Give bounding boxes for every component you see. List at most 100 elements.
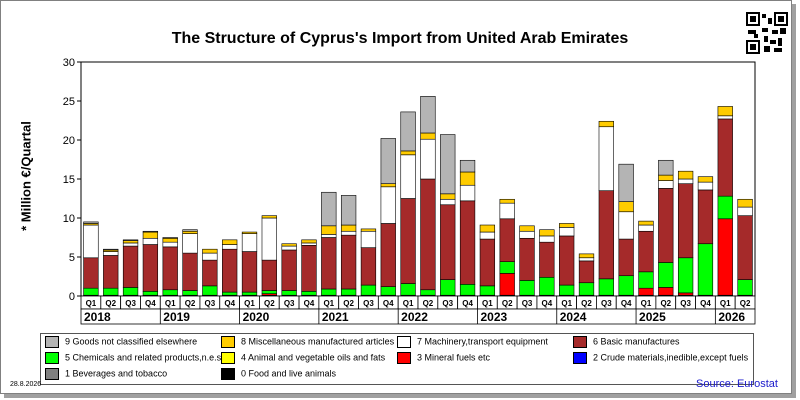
bar-segment-8-q23 (539, 229, 555, 237)
bar-segment-7-q25 (578, 257, 595, 262)
plot-area (80, 61, 756, 297)
bar-segment-5-q19 (459, 283, 476, 296)
legend: 9 Goods not classified elsewhere 8 Miscel… (40, 333, 754, 385)
bar-segment-7-q5 (182, 233, 198, 254)
bar-segment-8-q24 (559, 223, 575, 228)
bar-segment-7-q0 (83, 224, 99, 259)
legend-label: 9 Goods not classified elsewhere (65, 336, 198, 347)
bar-segment-8-q2 (122, 240, 139, 244)
bar-segment-9-q18 (440, 134, 456, 195)
legend-swatch (221, 352, 235, 364)
quarter-label: Q4 (224, 299, 235, 308)
bar-segment-7-q12 (321, 234, 337, 238)
bar-segment-6-q29 (658, 188, 674, 263)
year-label: 2026 (718, 310, 745, 324)
legend-item: 2 Crude materials,inedible,except fuels (573, 352, 748, 364)
bar-segment-5-q12 (321, 288, 337, 296)
legend-label: 5 Chemicals and related products,n.e.s. (65, 352, 224, 363)
legend-swatch (573, 336, 587, 348)
bar-segment-7-q24 (559, 227, 575, 237)
bar-segment-6-q21 (499, 218, 515, 262)
bar-segment-5-q8 (241, 291, 258, 296)
quarter-label: Q1 (720, 299, 731, 308)
bar-segment-5-q23 (539, 276, 555, 296)
bar-segment-8-q25 (578, 253, 595, 259)
quarter-label: Q2 (502, 299, 513, 308)
bar-segment-9-q3 (142, 230, 159, 233)
bar-segment-7-q29 (658, 180, 674, 189)
bar-segment-8-q31 (697, 176, 714, 183)
bar-segment-7-q14 (360, 230, 377, 248)
legend-item: 7 Machinery,transport equipment (397, 336, 548, 348)
legend-item: 9 Goods not classified elsewhere (45, 336, 197, 348)
y-tick-label: 5 (69, 252, 75, 264)
year-label: 2025 (639, 310, 666, 324)
bar-segment-6-q27 (618, 238, 634, 277)
quarter-label: Q3 (284, 299, 295, 308)
bar-segment-7-q3 (142, 237, 159, 245)
bar-segment-5-q33 (737, 279, 753, 296)
quarter-label: Q2 (423, 299, 434, 308)
y-tick-label: 15 (63, 174, 75, 186)
y-tick-label: 20 (63, 135, 75, 147)
bar-segment-8-q9 (261, 215, 277, 219)
qr-code-icon[interactable] (746, 12, 788, 54)
bar-segment-5-q7 (222, 291, 238, 296)
bar-segment-8-q28 (638, 220, 654, 226)
bar-segment-3-q21 (499, 273, 515, 296)
bar-segment-5-q1 (103, 287, 119, 296)
bar-segment-6-q10 (281, 249, 297, 291)
bar-segment-6-q32 (717, 118, 733, 197)
legend-swatch (573, 352, 587, 364)
bar-segment-5-q27 (618, 275, 634, 296)
bar-segment-7-q1 (103, 251, 119, 256)
bar-segment-7-q32 (717, 115, 733, 120)
bar-segment-8-q33 (737, 198, 753, 208)
bar-segment-7-q18 (440, 198, 456, 206)
y-tick-label: 25 (63, 96, 75, 108)
bar-segment-5-q18 (440, 279, 456, 296)
bar-segment-5-q21 (499, 261, 515, 274)
year-label: 2024 (560, 310, 587, 324)
legend-label: 2 Crude materials,inedible,except fuels (593, 352, 749, 363)
bar-segment-5-q14 (360, 284, 377, 296)
quarter-label: Q3 (442, 299, 453, 308)
legend-item: 8 Miscellaneous manufactured articles (221, 336, 394, 348)
bar-segment-6-q13 (340, 234, 357, 290)
bar-segment-6-q28 (638, 230, 654, 273)
quarter-label: Q2 (343, 299, 354, 308)
year-label: 2019 (163, 310, 190, 324)
bar-segment-8-q26 (598, 120, 614, 128)
quarter-label: Q1 (641, 299, 652, 308)
quarter-label: Q4 (145, 299, 156, 308)
bar-segment-3-q32 (717, 218, 733, 296)
bar-segment-6-q8 (241, 251, 258, 293)
bar-segment-5-q20 (479, 285, 496, 296)
legend-label: 7 Machinery,transport equipment (417, 336, 548, 347)
bar-segment-9-q2 (122, 239, 139, 241)
quarter-label: Q1 (323, 299, 334, 308)
bar-segment-9-q5 (182, 229, 198, 232)
legend-item: 1 Beverages and tobacco (45, 368, 167, 380)
bar-segment-7-q31 (697, 181, 714, 191)
bar-segment-8-q13 (340, 224, 357, 232)
bar-segment-9-q27 (618, 163, 634, 202)
bar-segment-6-q1 (103, 255, 119, 289)
bar-segment-6-q0 (83, 257, 99, 289)
bar-segment-6-q20 (479, 238, 496, 287)
legend-swatch (45, 352, 59, 364)
bar-segment-8-q19 (459, 171, 476, 186)
bar-segment-3-q29 (658, 287, 674, 296)
quarter-label: Q4 (462, 299, 473, 308)
legend-swatch (45, 368, 59, 380)
bar-segment-5-q5 (182, 290, 198, 296)
bar-segment-8-q32 (717, 106, 733, 117)
bar-segment-7-q33 (737, 206, 753, 216)
year-label: 2021 (322, 310, 349, 324)
quarter-label: Q2 (264, 299, 275, 308)
bar-segment-7-q28 (638, 224, 654, 232)
quarter-label: Q4 (621, 299, 632, 308)
bar-segment-8-q22 (519, 225, 535, 232)
year-row (80, 308, 756, 325)
